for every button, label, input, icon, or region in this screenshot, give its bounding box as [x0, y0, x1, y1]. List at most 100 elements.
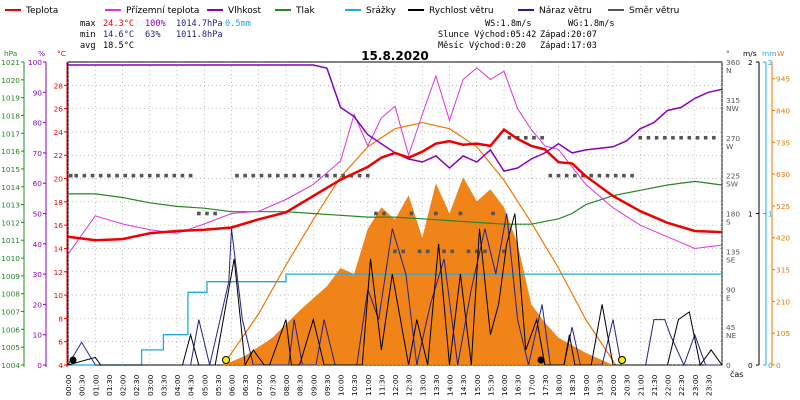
wind-direction-point [90, 173, 95, 178]
direction-tick-label: 180 [726, 210, 740, 219]
wind-direction-point [235, 173, 239, 178]
wind-direction-point [425, 249, 430, 254]
stats-min-label: min [80, 30, 96, 40]
pressure-tick-label: 1009 [1, 272, 20, 281]
pressure-tick-label: 1021 [1, 58, 20, 67]
legend-entry: Vlhkost [228, 6, 261, 16]
pressure-tick-label: 1013 [1, 201, 20, 210]
sunset-marker [618, 356, 626, 364]
pressure-tick-label: 1011 [1, 236, 20, 245]
temperature-tick-label: 16 [54, 221, 64, 230]
temperature-tick-label: 20 [54, 175, 64, 184]
wind-direction-point [115, 173, 119, 178]
wind-direction-point [507, 135, 512, 140]
wind-direction-point [213, 211, 217, 216]
humidity-tick-label: 70 [33, 149, 43, 158]
solar-tick-label: 525 [776, 202, 790, 211]
x-tick-label: 00:30 [78, 374, 87, 396]
wind-direction-point [662, 135, 667, 140]
temperature-tick-label: 8 [58, 314, 63, 323]
x-tick-label: 15:30 [486, 374, 495, 396]
x-tick-label: 05:00 [200, 374, 209, 396]
temperature-tick-label: 26 [54, 105, 64, 114]
wind-direction-point [524, 135, 528, 140]
legend-entry: Rychlost větru [429, 6, 494, 16]
wind-direction-point [267, 173, 272, 178]
info-wind-gust: WG:1.8m/s [568, 19, 615, 29]
wind-direction-point [483, 249, 487, 254]
wind-direction-point [654, 135, 659, 140]
wind-direction-point [474, 249, 479, 254]
wind-direction-point [695, 135, 700, 140]
humidity-tick-label: 80 [33, 119, 43, 128]
wind-direction-point [630, 173, 634, 178]
stats-max-hum: 100% [145, 19, 167, 29]
sunrise-marker [222, 356, 230, 364]
x-tick-label: 00:00 [64, 374, 73, 396]
temperature-tick-label: 22 [54, 151, 63, 160]
wind-direction-point [259, 173, 264, 178]
stats-min-hum: 63% [145, 30, 161, 40]
x-tick-label: 01:00 [91, 374, 100, 396]
left-axes: hPa% °C1004100510061007100810091010101110… [1, 49, 68, 370]
pressure-tick-label: 1014 [1, 183, 20, 192]
wind-direction-point [646, 135, 651, 140]
temperature-tick-label: 12 [54, 268, 63, 277]
x-tick-label: 03:30 [159, 374, 168, 396]
x-tick-label: 23:00 [691, 374, 700, 396]
wind-direction-point [98, 173, 103, 178]
stats-max-temp: 24.3°C [103, 19, 134, 29]
ground-temperature-line [67, 67, 723, 255]
rain-tick-label: 0 [768, 361, 773, 370]
direction-tick-label: 0 [726, 361, 731, 370]
chart-title: 15.8.2020 [361, 49, 429, 63]
pressure-tick-label: 1010 [1, 254, 20, 263]
x-tick-label: 19:00 [582, 374, 591, 396]
wind-direction-point [365, 173, 370, 178]
wind-direction-point [123, 173, 128, 178]
info-wind-speed: WS:1.8m/s [485, 19, 532, 29]
direction-tick-label: 45 [726, 323, 736, 332]
humidity-tick-label: 50 [33, 210, 43, 219]
wind-direction-point [491, 211, 495, 216]
wind-direction-point [622, 173, 626, 178]
solar-tick-label: 840 [776, 106, 790, 115]
temperature-tick-label: 4 [58, 361, 63, 370]
wind-direction-point [671, 135, 675, 140]
solar-tick-label: 945 [776, 75, 790, 84]
humidity-tick-label: 0 [37, 361, 42, 370]
legend-entry: Směr větru [629, 6, 679, 16]
x-tick-label: 22:00 [664, 374, 673, 396]
x-tick-label: 10:30 [350, 374, 359, 396]
sun-moon-markers [69, 356, 626, 364]
wind-direction-marks [68, 135, 716, 254]
wind-direction-point [556, 173, 561, 178]
wind-direction-point [374, 211, 378, 216]
humidity-tick-label: 100 [28, 58, 42, 67]
wind-direction-point [68, 173, 73, 178]
wind-direction-point [679, 135, 683, 140]
wind-speed-line [67, 213, 723, 367]
wind-direction-point [564, 173, 569, 178]
wind-direction-point [589, 173, 593, 178]
x-tick-label: 05:30 [214, 374, 223, 396]
wind-direction-point [573, 173, 577, 178]
solar-tick-label: 105 [776, 329, 790, 338]
x-tick-label: 04:00 [173, 374, 182, 396]
x-axis: 00:00 00:30 01:00 01:30 02:00 02:30 03:00 03:30… [64, 369, 743, 396]
temperature-line [67, 127, 723, 242]
wind-direction-point [466, 249, 471, 254]
x-axis-label: čas [730, 369, 743, 379]
x-tick-label: 12:00 [391, 374, 400, 396]
wind-direction-point [687, 135, 692, 140]
wind-direction-point [442, 249, 446, 254]
wind-direction-point [409, 211, 414, 216]
wind-direction-point [205, 211, 209, 216]
x-tick-label: 08:30 [296, 374, 305, 396]
pressure-tick-label: 1017 [1, 129, 20, 138]
legend-entry: Tlak [295, 6, 316, 16]
wind-direction-point [450, 249, 455, 254]
direction-compass-label: S [726, 218, 731, 227]
humidity-tick-label: 10 [33, 331, 43, 340]
